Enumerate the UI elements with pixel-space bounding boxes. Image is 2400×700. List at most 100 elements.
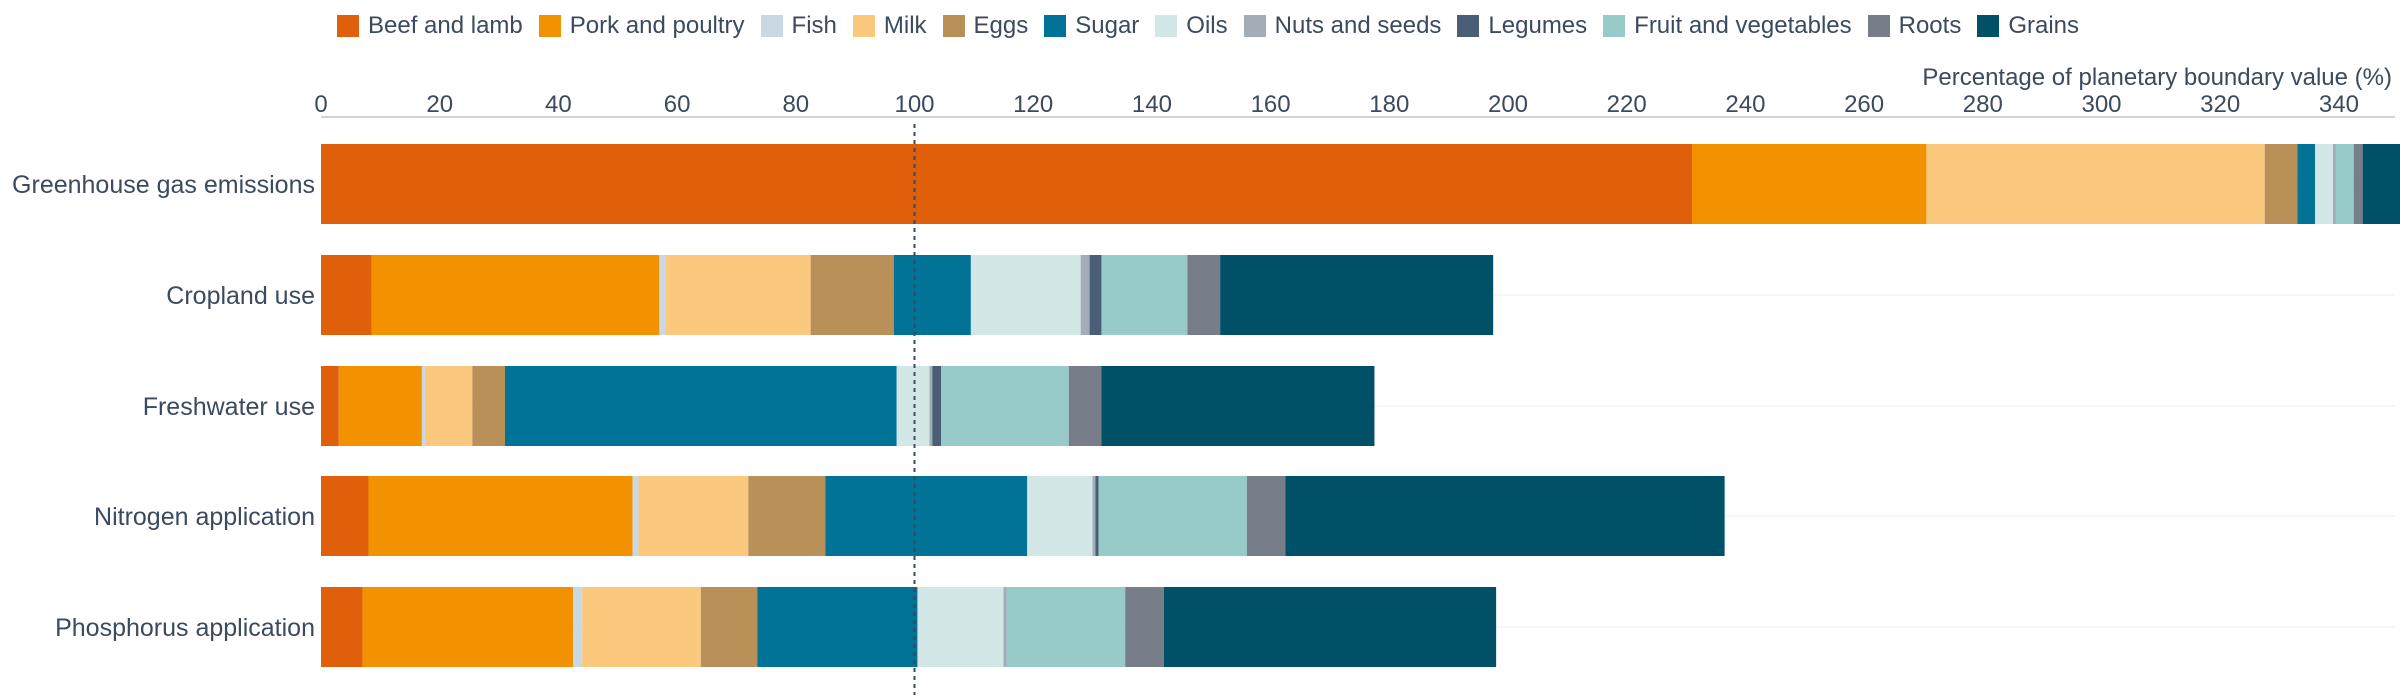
legend-swatch [1457, 15, 1480, 37]
x-tick-label: 0 [314, 91, 327, 118]
legend-label: Beef and lamb [368, 12, 523, 39]
x-tick-label: 120 [1013, 91, 1053, 118]
bar-segment [321, 255, 372, 335]
legend: Beef and lamb Pork and poultry Fish Milk Egg… [337, 12, 2095, 40]
x-tick-label: 340 [2319, 91, 2359, 118]
bar-segment [1220, 255, 1494, 335]
bar-segment [1163, 587, 1497, 667]
bar-segment [970, 255, 1081, 335]
legend-label: Milk [883, 12, 927, 39]
bar-segment [665, 255, 811, 335]
x-axis-ticks: 0 20 40 60 80 100 120 140 160 180 200 220 240 260 280 3… [314, 91, 2359, 118]
legend-swatch [538, 15, 561, 37]
legend-item: Fruit and vegetables [1603, 12, 1852, 40]
legend-label: Oils [1186, 12, 1228, 39]
bar-segment [2297, 144, 2316, 224]
bar-segment [632, 476, 639, 556]
bar-segment [1080, 255, 1090, 335]
bar-segment [2353, 144, 2363, 224]
legend-label: Eggs [973, 12, 1029, 39]
bar-segment [941, 366, 1069, 446]
x-tick-label: 320 [2200, 91, 2240, 118]
bar-segment [338, 366, 422, 446]
bar-segment [1095, 476, 1099, 556]
bar-segment [421, 366, 425, 446]
bar-segment [2332, 144, 2336, 224]
category-label: Greenhouse gas emissions [12, 171, 315, 199]
x-tick-label: 80 [782, 91, 809, 118]
x-tick-label: 100 [894, 91, 934, 118]
bar-segment [825, 476, 1028, 556]
bar-segment [362, 587, 574, 667]
legend-swatch [852, 15, 875, 37]
x-tick-label: 20 [426, 91, 453, 118]
bar-segment [893, 255, 971, 335]
bar-segment [638, 476, 749, 556]
bar-segment [321, 587, 363, 667]
legend-item: Roots [1867, 12, 1962, 40]
x-tick-label: 220 [1607, 91, 1647, 118]
x-tick-label: 140 [1132, 91, 1172, 118]
bar-segment [1068, 366, 1102, 446]
x-tick-label: 280 [1963, 91, 2003, 118]
x-axis-title: Percentage of planetary boundary value (… [1922, 64, 2392, 91]
category-label: Freshwater use [143, 393, 315, 421]
bar-segment [504, 366, 897, 446]
legend-item: Grains [1977, 12, 2079, 40]
bar-segment [1003, 587, 1007, 667]
bar-segment [1691, 144, 1927, 224]
x-tick-label: 160 [1251, 91, 1291, 118]
legend-label: Roots [1898, 12, 1962, 39]
legend-item: Pork and poultry [538, 12, 745, 40]
bar-segment [1101, 366, 1375, 446]
legend-label: Fish [791, 12, 837, 39]
bar-segment [659, 255, 666, 335]
legend-swatch [1155, 15, 1178, 37]
bar-segment [1006, 587, 1126, 667]
x-tick-label: 300 [2081, 91, 2121, 118]
legend-label: Fruit and vegetables [1634, 12, 1852, 39]
legend-label: Pork and poultry [569, 12, 745, 39]
bar-segment [321, 144, 1692, 224]
bar-segment [472, 366, 505, 446]
bar-segment [1926, 144, 2265, 224]
bar-segment [929, 366, 933, 446]
bar-segment [2362, 144, 2400, 224]
bar-segment [748, 476, 826, 556]
bar-segment [1246, 476, 1286, 556]
bar-segment [321, 476, 369, 556]
legend-swatch [942, 15, 965, 37]
legend-item: Nuts and seeds [1243, 12, 1442, 40]
legend-item: Eggs [942, 12, 1029, 40]
category-label: Cropland use [166, 282, 315, 310]
bar-segment [2315, 144, 2333, 224]
legend-label: Nuts and seeds [1274, 12, 1442, 39]
legend-label: Sugar [1075, 12, 1140, 39]
bar-segment [917, 587, 1004, 667]
bar-segment [368, 476, 633, 556]
bar-segment [1187, 255, 1221, 335]
legend-item: Beef and lamb [337, 12, 523, 40]
bar-segment [371, 255, 660, 335]
bar-segment [1092, 476, 1096, 556]
legend-swatch [337, 15, 359, 37]
x-tick-label: 260 [1844, 91, 1884, 118]
bar-segment [896, 366, 930, 446]
bar-segment [932, 366, 942, 446]
legend-swatch [1044, 15, 1067, 37]
bar-segment [582, 587, 701, 667]
bar-segment [700, 587, 758, 667]
bar-segment [2335, 144, 2354, 224]
legend-swatch [1977, 15, 2000, 37]
bar-segment [424, 366, 473, 446]
bar-segment [1285, 476, 1725, 556]
legend-item: Milk [852, 12, 927, 40]
legend-label: Grains [2008, 12, 2080, 39]
bar-segment [757, 587, 918, 667]
bar-segment [810, 255, 894, 335]
category-label: Nitrogen application [94, 503, 315, 531]
legend-swatch [1603, 15, 1626, 37]
bar-segment [2264, 144, 2298, 224]
x-tick-label: 240 [1725, 91, 1765, 118]
